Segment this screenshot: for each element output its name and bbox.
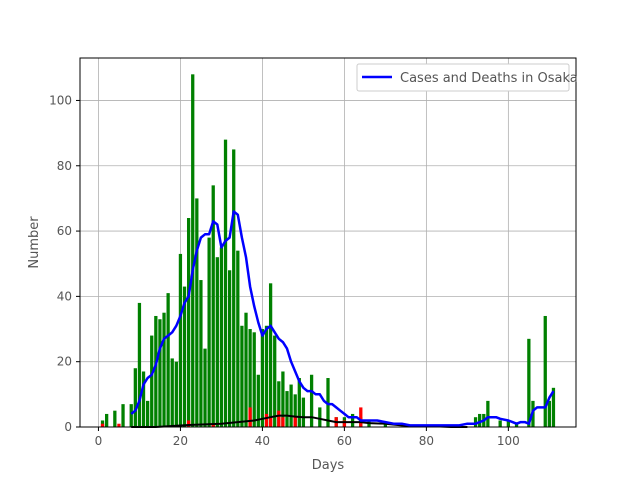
death-bar — [268, 417, 273, 427]
x-tick-label: 20 — [173, 434, 188, 448]
case-bar — [506, 420, 511, 427]
case-bar — [100, 420, 105, 427]
case-bar — [223, 139, 228, 428]
case-bar — [186, 218, 191, 427]
x-tick-label: 40 — [255, 434, 270, 448]
case-bar — [141, 371, 146, 427]
death-bar — [281, 417, 285, 427]
case-bar — [113, 410, 117, 427]
y-tick-label: 100 — [49, 93, 72, 107]
case-bar — [154, 315, 158, 427]
case-bar — [273, 335, 277, 427]
plot-frame — [79, 57, 577, 428]
case-bars — [100, 74, 556, 428]
y-tick-label: 60 — [57, 224, 72, 238]
case-bar — [478, 413, 482, 427]
legend-box — [356, 63, 570, 92]
y-tick-label: 80 — [57, 159, 72, 173]
case-bar — [486, 400, 490, 427]
case-bar — [219, 247, 224, 427]
case-bar — [211, 185, 215, 427]
case-bar — [145, 400, 150, 427]
case-bar — [350, 413, 355, 427]
case-bar — [182, 286, 187, 427]
y-tick-label: 0 — [64, 420, 72, 434]
case-bar — [309, 374, 314, 427]
death-bar — [186, 420, 191, 427]
death-bar — [264, 413, 269, 427]
x-tick-label: 100 — [497, 434, 520, 448]
legend-label: Cases and Deaths in Osaka — [400, 71, 578, 86]
x-axis-label: Days — [312, 458, 345, 473]
average-lines — [130, 210, 555, 428]
case-bar — [248, 329, 252, 427]
case-bar — [195, 198, 199, 427]
x-tick-label: 80 — [419, 434, 434, 448]
death-bar — [248, 407, 252, 427]
case-bar — [199, 280, 203, 427]
case-bar — [240, 325, 244, 427]
death-bar — [211, 423, 215, 427]
death-bar — [293, 417, 297, 427]
case-bar — [281, 371, 285, 427]
case-bar — [244, 312, 248, 427]
case-bar — [277, 381, 281, 427]
legend: Cases and Deaths in Osaka — [356, 63, 578, 92]
case-bar — [326, 378, 330, 427]
case-bar — [301, 397, 306, 427]
case-bar — [150, 335, 154, 427]
case-bar — [289, 384, 293, 427]
case-bar — [207, 237, 211, 427]
case-bar — [543, 315, 547, 427]
case-bar — [121, 404, 125, 427]
case-bar — [227, 270, 232, 427]
case-bar — [158, 319, 162, 427]
case-bar — [256, 374, 260, 427]
case-bar — [473, 417, 478, 427]
y-axis-label: Number — [27, 216, 42, 269]
case-bar — [252, 332, 256, 427]
x-tick-label: 0 — [95, 434, 103, 448]
case-bar — [174, 361, 178, 427]
case-bar — [129, 404, 133, 427]
case-bar — [285, 391, 289, 427]
case-bar — [232, 149, 236, 427]
y-tick-label: 20 — [57, 355, 72, 369]
case-bar — [105, 413, 109, 427]
case-bar — [178, 253, 183, 427]
case-bar — [236, 250, 240, 427]
case-bar — [133, 368, 137, 427]
case-bar — [137, 302, 142, 427]
y-tick-label: 40 — [57, 289, 72, 303]
case-bar — [170, 358, 174, 427]
case-bar — [268, 283, 273, 427]
x-tick-label: 60 — [337, 434, 352, 448]
case-bar — [547, 400, 551, 427]
case-bar — [166, 293, 170, 427]
case-bar — [293, 394, 297, 427]
case-bar — [318, 407, 322, 427]
case-bar — [297, 378, 301, 427]
case-bar — [498, 420, 502, 427]
death-bar — [100, 423, 105, 427]
death-bar — [117, 423, 121, 427]
case-bar — [264, 325, 269, 427]
case-bar — [162, 312, 166, 427]
case-bar — [203, 348, 207, 427]
death-bar — [342, 420, 347, 427]
axis-ticks: 0 20 40 60 80 100 0 20 40 60 80 100 — [49, 93, 520, 448]
case-bar — [383, 423, 388, 427]
case-bar — [215, 257, 219, 427]
case-bar — [527, 338, 531, 427]
case-bar — [191, 74, 195, 428]
death-bar — [359, 407, 363, 427]
case-bar — [514, 423, 519, 427]
death-bar — [277, 410, 281, 427]
case-bar — [260, 329, 265, 427]
case-bar — [551, 387, 556, 427]
cases-average-line — [130, 210, 555, 427]
